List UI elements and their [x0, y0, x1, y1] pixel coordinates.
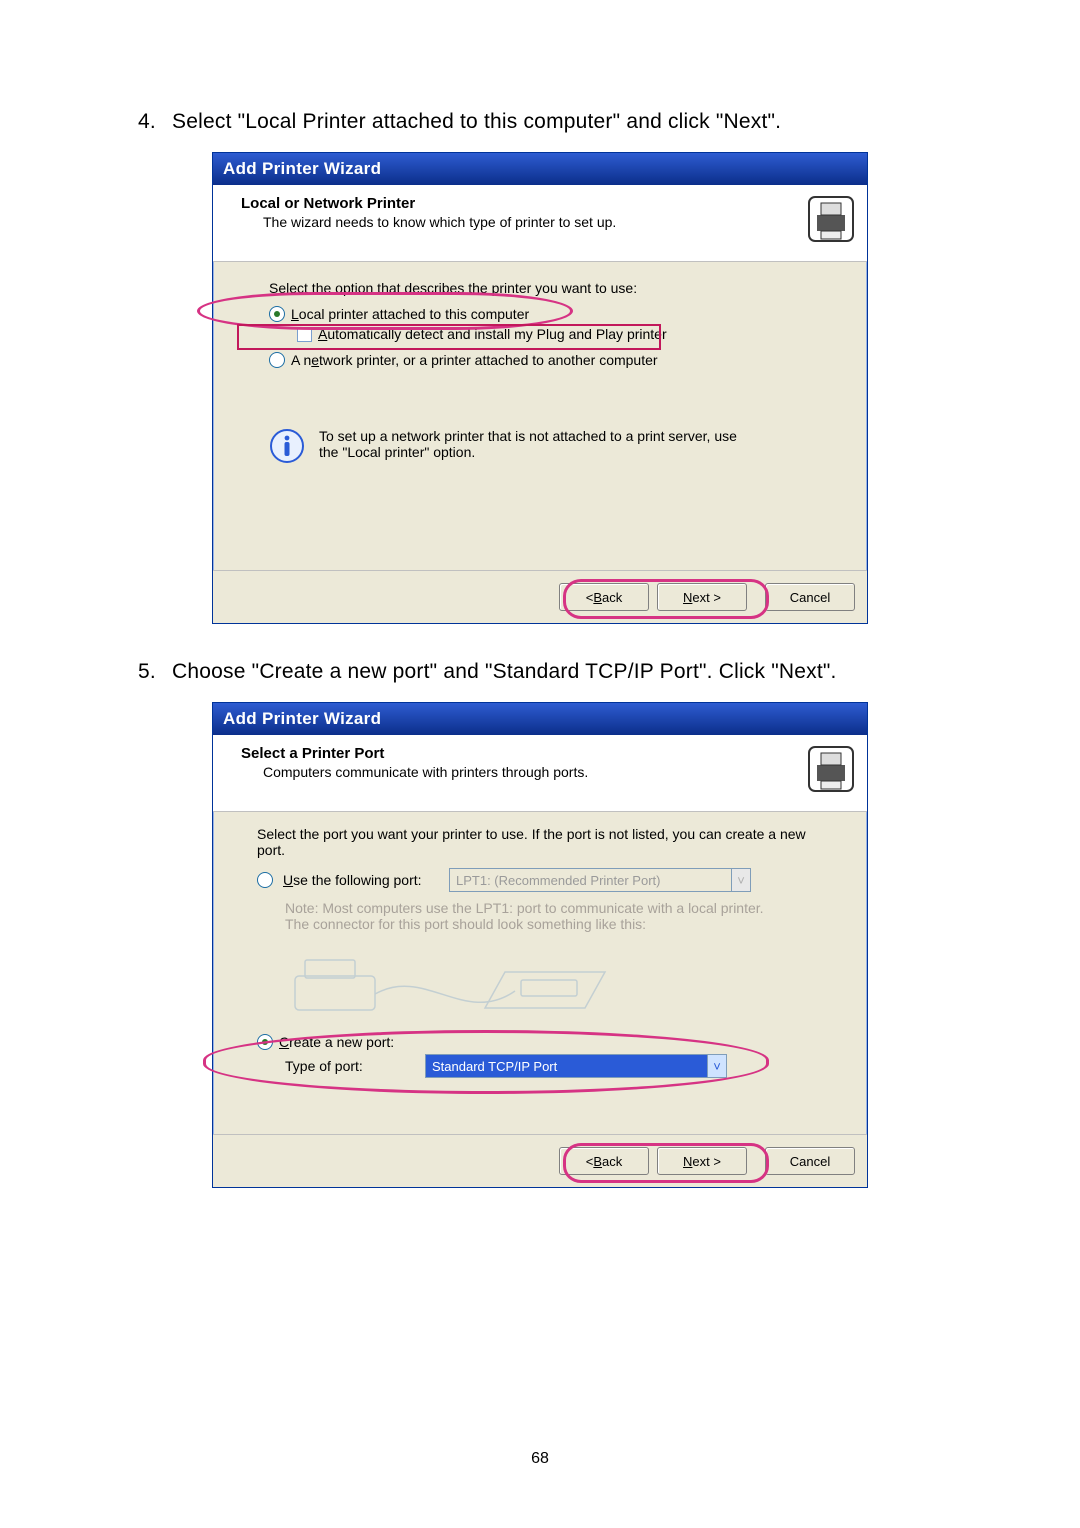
type-of-port-row: Type of port: Standard TCP/IP Port ˅: [285, 1054, 835, 1078]
radio-create-new-port[interactable]: Create a new port:: [257, 1034, 835, 1050]
step-number-4: 4.: [138, 110, 166, 134]
titlebar: Add Printer Wizard: [213, 703, 867, 735]
instruction-step-4: 4. Select "Local Printer attached to thi…: [138, 110, 1080, 134]
radio-network-printer[interactable]: A network printer, or a printer attached…: [269, 352, 835, 368]
checkbox-icon[interactable]: [297, 327, 312, 342]
chevron-down-icon[interactable]: ˅: [707, 1055, 726, 1077]
cancel-button[interactable]: Cancel: [765, 1147, 855, 1175]
wizard-footer: < Back Next > Cancel: [213, 570, 867, 623]
next-button[interactable]: Next >: [657, 1147, 747, 1175]
step-number-5: 5.: [138, 660, 166, 684]
wizard-body: Select the port you want your printer to…: [213, 812, 867, 1134]
note-text: Note: Most computers use the LPT1: port …: [285, 900, 785, 932]
checkbox-autodetect-label: Automatically detect and install my Plug…: [318, 326, 667, 342]
radio-use-following-port[interactable]: Use the following port: LPT1: (Recommend…: [257, 868, 835, 892]
type-of-port-label: Type of port:: [285, 1058, 415, 1074]
radio-icon[interactable]: [269, 352, 285, 368]
prompt-text: Select the option that describes the pri…: [269, 280, 835, 296]
wizard-footer: < Back Next > Cancel: [213, 1134, 867, 1187]
instruction-step-5: 5. Choose "Create a new port" and "Stand…: [138, 660, 1080, 684]
page-number: 68: [0, 1450, 1080, 1468]
back-button[interactable]: < Back: [559, 1147, 649, 1175]
step-text-4: Select "Local Printer attached to this c…: [172, 110, 781, 133]
header-subtitle: Computers communicate with printers thro…: [263, 764, 853, 780]
wizard-select-port: Add Printer Wizard Select a Printer Port…: [212, 702, 868, 1188]
info-icon: [269, 428, 305, 464]
port-illustration: [285, 936, 835, 1026]
radio-icon[interactable]: [257, 1034, 273, 1050]
radio-icon[interactable]: [269, 306, 285, 322]
combo-existing-port-value: LPT1: (Recommended Printer Port): [450, 873, 731, 888]
radio-network-label: A network printer, or a printer attached…: [291, 352, 658, 368]
radio-local-printer[interactable]: Local printer attached to this computer: [269, 306, 835, 322]
radio-use-label: Use the following port:: [283, 872, 439, 888]
step-text-5: Choose "Create a new port" and "Standard…: [172, 660, 837, 683]
combo-existing-port: LPT1: (Recommended Printer Port) ˅: [449, 868, 751, 892]
checkbox-autodetect[interactable]: Automatically detect and install my Plug…: [269, 326, 835, 342]
printer-icon: [805, 743, 857, 795]
radio-icon[interactable]: [257, 872, 273, 888]
wizard-body: Select the option that describes the pri…: [213, 262, 867, 570]
titlebar: Add Printer Wizard: [213, 153, 867, 185]
wizard-header: Local or Network Printer The wizard need…: [213, 185, 867, 262]
printer-icon: [805, 193, 857, 245]
combo-port-type-value: Standard TCP/IP Port: [426, 1059, 707, 1074]
combo-port-type[interactable]: Standard TCP/IP Port ˅: [425, 1054, 727, 1078]
radio-local-label: Local printer attached to this computer: [291, 306, 529, 322]
header-title: Select a Printer Port: [241, 745, 853, 762]
wizard-local-or-network: Add Printer Wizard Local or Network Prin…: [212, 152, 868, 624]
header-title: Local or Network Printer: [241, 195, 853, 212]
next-button[interactable]: Next >: [657, 583, 747, 611]
info-text: To set up a network printer that is not …: [319, 428, 739, 460]
back-button[interactable]: < Back: [559, 583, 649, 611]
prompt-text: Select the port you want your printer to…: [257, 826, 817, 858]
chevron-down-icon: ˅: [731, 869, 750, 891]
info-block: To set up a network printer that is not …: [269, 428, 835, 464]
header-subtitle: The wizard needs to know which type of p…: [263, 214, 853, 230]
radio-create-label: Create a new port:: [279, 1034, 394, 1050]
wizard-header: Select a Printer Port Computers communic…: [213, 735, 867, 812]
cancel-button[interactable]: Cancel: [765, 583, 855, 611]
